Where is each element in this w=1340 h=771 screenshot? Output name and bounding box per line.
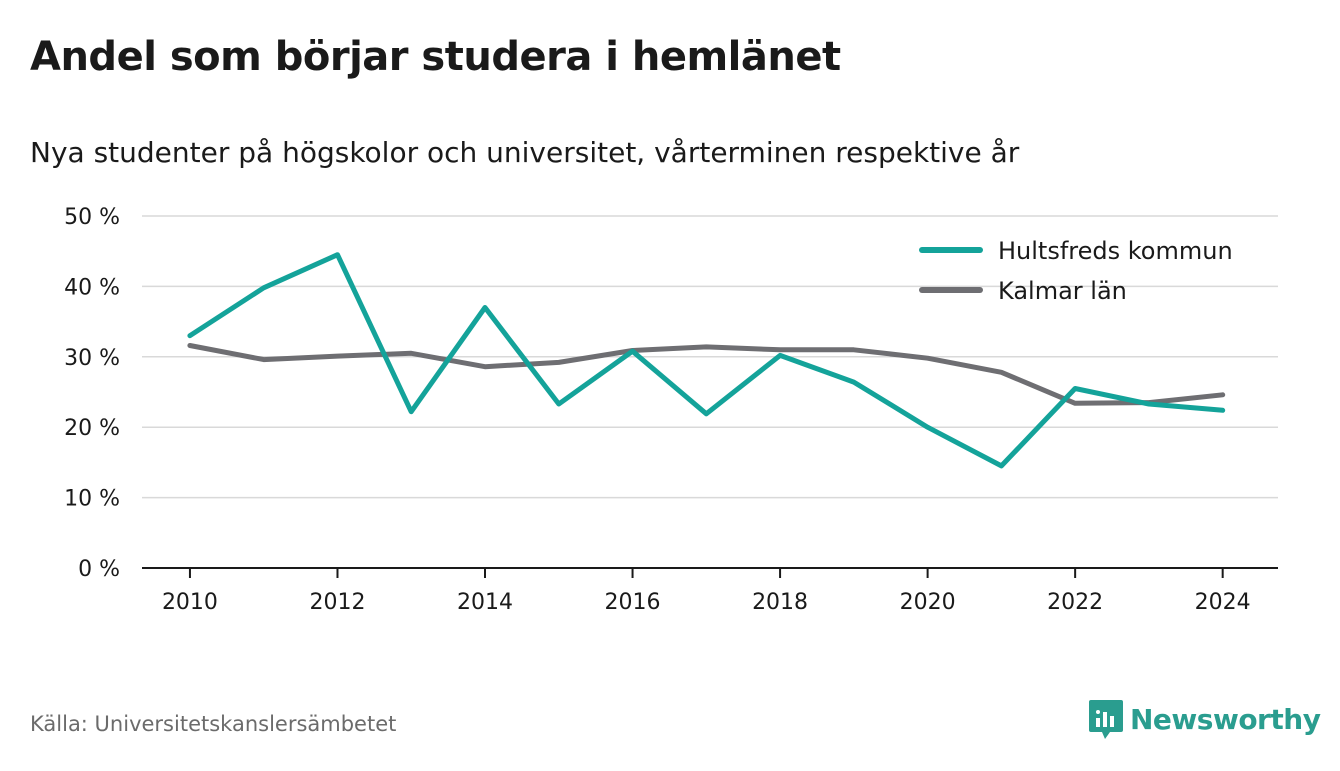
legend: Hultsfreds kommun Kalmar län	[919, 237, 1233, 305]
y-axis-ticks: 0 % 10 % 20 % 30 % 40 % 50 %	[64, 205, 120, 582]
y-tick-label: 0 %	[78, 557, 120, 582]
series-line-hultsfreds-kommun	[187, 252, 1226, 469]
series-lines	[187, 252, 1226, 469]
legend-label: Kalmar län	[998, 277, 1127, 305]
y-tick-label: 10 %	[64, 487, 120, 512]
x-tick-label: 2024	[1195, 590, 1251, 615]
x-tick-label: 2010	[162, 590, 218, 615]
x-tick-label: 2014	[457, 590, 513, 615]
x-tick-label: 2022	[1047, 590, 1103, 615]
x-tick-label: 2016	[605, 590, 661, 615]
legend-label: Hultsfreds kommun	[998, 237, 1233, 265]
newsworthy-logo-icon	[1089, 700, 1123, 739]
chart-title: Andel som börjar studera i hemlänet	[30, 34, 841, 80]
x-axis: 2010 2012 2014 2016 2018 2020 2022 2024	[142, 567, 1278, 615]
line-chart: 0 % 10 % 20 % 30 % 40 % 50 % 2010 2012 2014 2016…	[64, 205, 1278, 615]
series-line-kalmar-l-n	[187, 343, 1226, 406]
brand-logo: Newsworthy	[1088, 698, 1321, 740]
gridlines	[142, 215, 1278, 499]
brand-name: Newsworthy	[1130, 702, 1321, 736]
x-tick-label: 2018	[752, 590, 808, 615]
y-tick-label: 20 %	[64, 416, 120, 441]
source-note: Källa: Universitetskanslersämbetet	[30, 712, 397, 736]
y-tick-label: 40 %	[64, 275, 120, 300]
chart-subtitle: Nya studenter på högskolor och universit…	[30, 136, 1020, 169]
x-tick-label: 2012	[309, 590, 365, 615]
y-tick-label: 50 %	[64, 205, 120, 230]
x-tick-label: 2020	[900, 590, 956, 615]
y-tick-label: 30 %	[64, 346, 120, 371]
